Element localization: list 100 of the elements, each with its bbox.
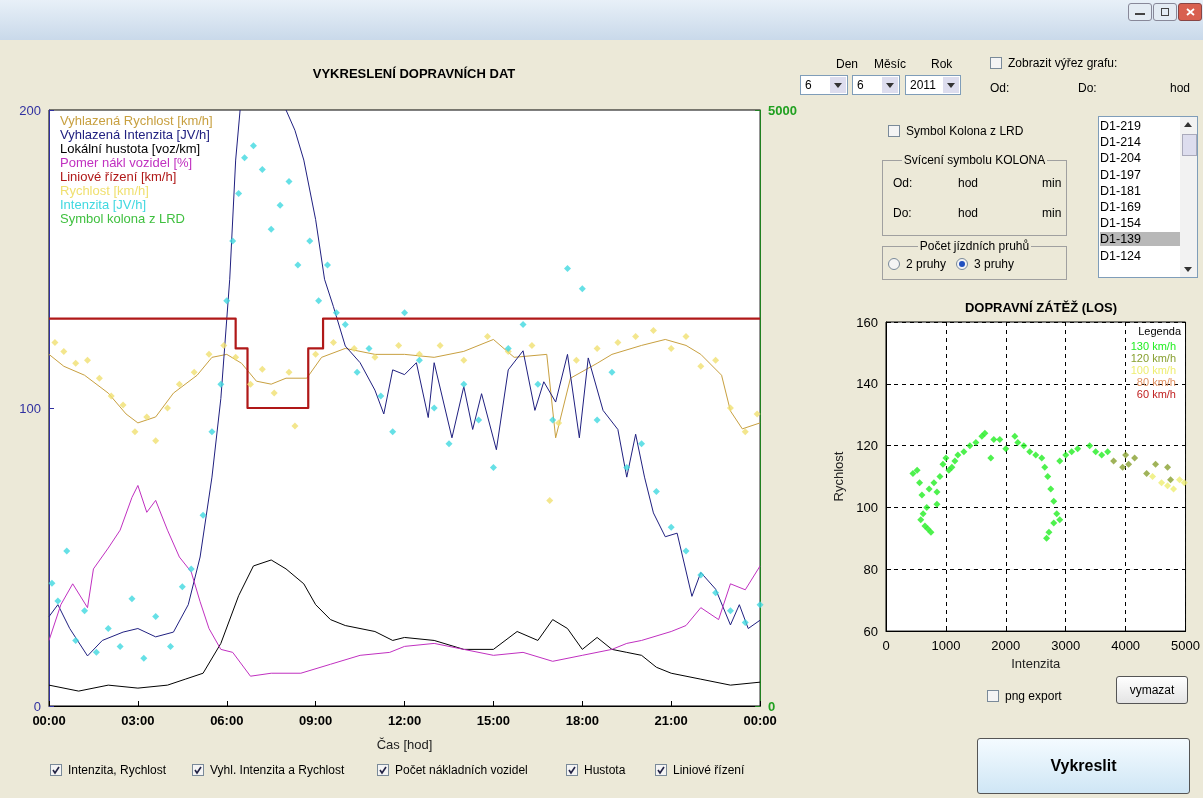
text: Do: <box>1078 81 1097 95</box>
point <box>555 419 563 427</box>
point <box>923 503 931 511</box>
point <box>415 350 423 358</box>
point <box>1149 473 1157 481</box>
text: D1-204 <box>1100 151 1142 166</box>
point <box>220 341 228 349</box>
point <box>1086 442 1094 450</box>
point <box>1044 473 1052 481</box>
point <box>918 491 926 499</box>
y-tick-label: 60 <box>863 623 878 639</box>
point <box>933 488 941 496</box>
point <box>951 457 959 465</box>
text: Vyhl. Intenzita a Rychlost <box>210 763 345 777</box>
point <box>143 413 151 421</box>
x-tick-label: 03:00 <box>121 713 155 728</box>
point <box>996 435 1004 443</box>
point <box>1110 457 1118 465</box>
text: Intenzita, Rychlost <box>68 763 167 777</box>
point <box>350 344 358 352</box>
point <box>1180 479 1188 487</box>
text: Svícení symbolu KOLONA <box>901 153 1048 167</box>
point <box>51 338 59 346</box>
x-axis-title: Intenzita <box>1011 656 1062 671</box>
point <box>1098 451 1106 459</box>
text: Hustota <box>584 763 626 777</box>
point <box>1062 451 1070 459</box>
legend-title: Legenda <box>1138 324 1182 337</box>
point <box>939 460 947 468</box>
legend-label: 80 km/h <box>1136 375 1176 388</box>
x-tick-label: 3000 <box>1051 638 1081 654</box>
point <box>930 479 938 487</box>
chart-title: DOPRAVNÍ ZÁTĚŽ (LOS) <box>964 300 1118 315</box>
point <box>285 368 293 376</box>
text: hod <box>958 206 979 220</box>
text: D1-124 <box>1100 248 1142 263</box>
x-tick-label: 4000 <box>1111 638 1141 654</box>
text: D1-214 <box>1100 135 1142 150</box>
text: Měsíc <box>874 57 907 71</box>
point <box>1020 442 1028 450</box>
text: hod <box>1170 81 1191 95</box>
point <box>954 451 962 459</box>
x-tick-label: 21:00 <box>654 713 688 728</box>
point <box>942 454 950 462</box>
point <box>270 389 278 397</box>
point <box>981 429 989 437</box>
text: Liniové řízení [km/h] <box>60 169 177 184</box>
point <box>1164 482 1172 490</box>
x-tick-label: 18:00 <box>565 713 599 728</box>
point <box>484 332 491 340</box>
chart-title: VYKRESLENÍ DOPRAVNÍCH DAT <box>312 66 516 81</box>
point <box>1122 451 1130 459</box>
point <box>917 516 925 524</box>
point <box>1119 463 1127 471</box>
point <box>593 344 601 352</box>
text: D1-219 <box>1100 119 1142 133</box>
point <box>916 479 924 487</box>
text: Od: <box>990 81 1010 95</box>
text: 6 <box>857 78 864 92</box>
x-tick-label: 1000 <box>931 638 961 654</box>
point <box>460 356 468 364</box>
x-tick-label: 15:00 <box>476 713 511 728</box>
point <box>291 422 299 430</box>
text: Do: <box>893 206 912 220</box>
text: D1-181 <box>1100 183 1142 198</box>
y2-tick-label: 0 <box>768 698 776 714</box>
point <box>175 380 183 388</box>
text: Rok <box>931 57 953 71</box>
point <box>164 404 172 412</box>
point <box>1014 439 1022 447</box>
point <box>936 473 944 481</box>
point <box>1068 448 1076 456</box>
text: Pomer nákl vozidel [%] <box>60 155 193 170</box>
point <box>632 332 640 340</box>
x-tick-label: 5000 <box>1171 638 1200 654</box>
text: Rychlost [km/h] <box>60 183 149 198</box>
point <box>1152 460 1160 468</box>
point <box>682 332 690 340</box>
point <box>528 341 536 349</box>
x-tick-label: 2000 <box>991 638 1021 654</box>
point <box>84 356 92 364</box>
text: Od: <box>893 176 913 190</box>
text: png export <box>1005 689 1062 703</box>
point <box>1164 463 1172 471</box>
text: min <box>1042 176 1062 190</box>
y2-tick-label: 5000 <box>768 102 797 118</box>
point <box>1050 519 1058 527</box>
text: Vyhlazená Intenzita [JV/h] <box>60 127 210 142</box>
y-tick-label: 140 <box>856 376 878 392</box>
text: Zobrazit výřez grafu: <box>1008 56 1118 70</box>
point <box>329 338 337 346</box>
text: D1-197 <box>1100 167 1142 182</box>
x-axis-title: Čas [hod] <box>376 737 433 752</box>
point <box>990 435 998 443</box>
text: 2 pruhy <box>906 257 947 271</box>
text: 2011 <box>910 78 936 92</box>
point <box>712 356 720 364</box>
text: Vyhlazená Rychlost [km/h] <box>60 113 213 128</box>
point <box>933 500 941 508</box>
text: Den <box>836 57 859 71</box>
